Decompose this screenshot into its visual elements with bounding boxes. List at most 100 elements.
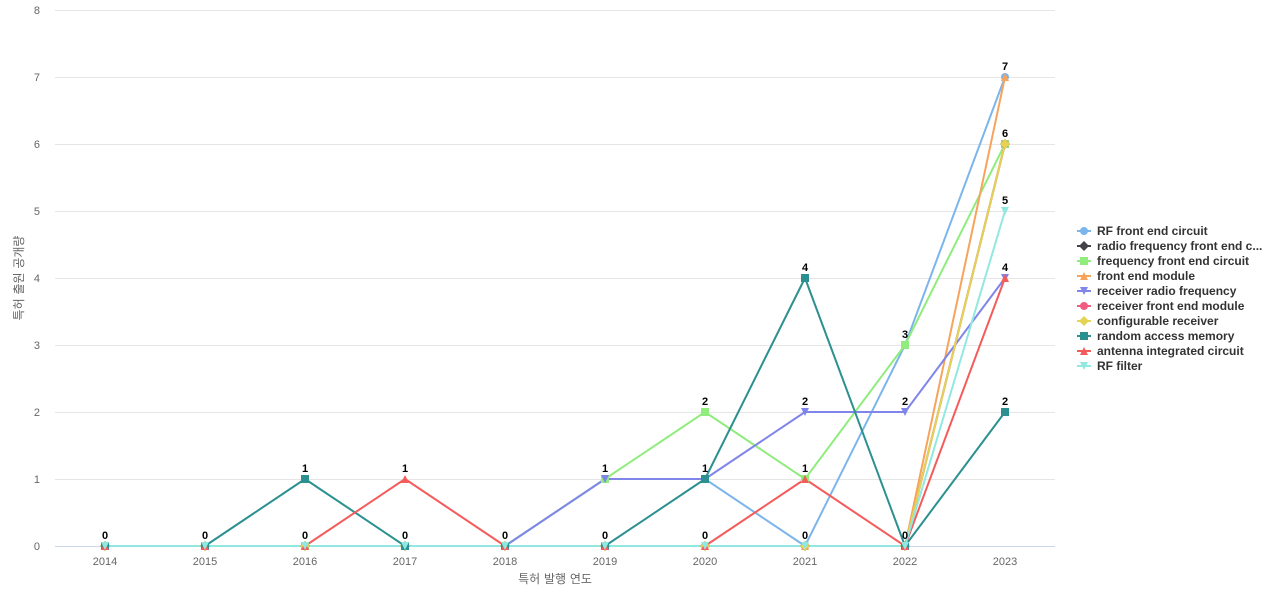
data-point bbox=[1000, 139, 1010, 149]
series-line bbox=[105, 210, 1006, 547]
data-point bbox=[801, 542, 809, 550]
legend-label: radio frequency front end c... bbox=[1097, 239, 1262, 253]
data-point bbox=[401, 542, 409, 550]
legend-item[interactable]: receiver radio frequency bbox=[1077, 284, 1237, 298]
legend-item[interactable]: front end module bbox=[1077, 269, 1195, 283]
legend-item[interactable]: RF filter bbox=[1077, 359, 1143, 373]
data-point bbox=[801, 475, 809, 483]
y-tick-label: 7 bbox=[34, 72, 40, 84]
data-point bbox=[1080, 257, 1088, 265]
y-tick-label: 6 bbox=[34, 139, 40, 151]
legend-item[interactable]: receiver front end module bbox=[1077, 299, 1245, 313]
data-point bbox=[201, 542, 209, 550]
y-tick-label: 2 bbox=[34, 407, 40, 419]
x-tick-label: 2020 bbox=[693, 556, 717, 568]
series-markers bbox=[100, 73, 1010, 551]
data-label: 2 bbox=[702, 396, 708, 408]
data-label: 0 bbox=[902, 530, 908, 542]
y-tick-label: 0 bbox=[34, 541, 40, 553]
data-point bbox=[901, 542, 909, 550]
data-point bbox=[1001, 274, 1009, 282]
y-tick-label: 1 bbox=[34, 474, 40, 486]
legend-item[interactable]: antenna integrated circuit bbox=[1077, 344, 1244, 358]
legend-label: random access memory bbox=[1097, 329, 1235, 343]
data-point bbox=[401, 475, 409, 483]
data-label: 1 bbox=[402, 463, 408, 475]
data-point bbox=[1079, 316, 1089, 326]
data-point bbox=[601, 475, 609, 483]
data-point bbox=[1001, 408, 1009, 416]
legend-item[interactable]: frequency front end circuit bbox=[1077, 254, 1249, 268]
y-tick-label: 5 bbox=[34, 206, 40, 218]
data-point bbox=[1080, 287, 1088, 295]
y-tick-label: 8 bbox=[34, 5, 40, 17]
data-point bbox=[901, 408, 909, 416]
data-point bbox=[701, 408, 709, 416]
legend-label: antenna integrated circuit bbox=[1097, 344, 1244, 358]
x-axis-ticks: 2014 2015 2016 2017 2018 2019 2020 2021 2022 2023 bbox=[93, 556, 1017, 568]
y-axis-ticks: 0 1 2 3 4 5 6 7 8 bbox=[34, 5, 40, 553]
data-label: 5 bbox=[1002, 195, 1008, 207]
data-point bbox=[301, 542, 309, 550]
y-axis-title: 특허 출원 공개량 bbox=[12, 236, 26, 321]
data-point bbox=[701, 542, 709, 550]
y-tick-label: 3 bbox=[34, 340, 40, 352]
legend-label: configurable receiver bbox=[1097, 314, 1219, 328]
x-tick-label: 2018 bbox=[493, 556, 517, 568]
data-label: 1 bbox=[802, 463, 808, 475]
data-point bbox=[501, 542, 509, 550]
data-label: 0 bbox=[802, 530, 808, 542]
data-point bbox=[1001, 207, 1009, 215]
legend-label: frequency front end circuit bbox=[1097, 254, 1249, 268]
data-label: 0 bbox=[102, 530, 108, 542]
data-label: 0 bbox=[402, 530, 408, 542]
y-tick-label: 4 bbox=[34, 273, 40, 285]
legend-item[interactable]: radio frequency front end c... bbox=[1077, 239, 1262, 253]
x-tick-label: 2019 bbox=[593, 556, 617, 568]
legend-item[interactable]: random access memory bbox=[1077, 329, 1235, 343]
data-point bbox=[801, 408, 809, 416]
data-point bbox=[1080, 362, 1088, 370]
data-point bbox=[1079, 241, 1089, 251]
data-label: 0 bbox=[602, 530, 608, 542]
data-label: 3 bbox=[902, 329, 908, 341]
legend-item[interactable]: RF front end circuit bbox=[1077, 224, 1208, 238]
legend-label: receiver radio frequency bbox=[1097, 284, 1237, 298]
data-point bbox=[1001, 73, 1009, 81]
series-lines bbox=[105, 76, 1006, 547]
data-point bbox=[1080, 347, 1088, 355]
data-point bbox=[1080, 272, 1088, 280]
series-line bbox=[105, 76, 1006, 547]
data-label: 6 bbox=[1002, 128, 1008, 140]
data-point bbox=[1080, 332, 1088, 340]
data-label: 4 bbox=[802, 262, 809, 274]
data-point bbox=[601, 542, 609, 550]
x-tick-label: 2015 bbox=[193, 556, 217, 568]
data-label: 2 bbox=[1002, 396, 1008, 408]
data-point bbox=[301, 475, 309, 483]
data-label: 0 bbox=[502, 530, 508, 542]
data-label: 7 bbox=[1002, 61, 1008, 73]
legend-label: RF filter bbox=[1097, 359, 1143, 373]
legend-label: RF front end circuit bbox=[1097, 224, 1208, 238]
data-label: 2 bbox=[802, 396, 808, 408]
data-point bbox=[1080, 302, 1088, 310]
data-point bbox=[1080, 227, 1088, 235]
data-label: 1 bbox=[702, 463, 708, 475]
data-label: 0 bbox=[702, 530, 708, 542]
x-tick-label: 2022 bbox=[893, 556, 917, 568]
data-label: 1 bbox=[302, 463, 308, 475]
data-label: 0 bbox=[202, 530, 208, 542]
series-line bbox=[105, 76, 1006, 547]
data-labels: 0 0 1 0 1 0 0 1 0 2 1 0 4 2 1 0 3 2 0 7 6 5 4 2 bbox=[102, 61, 1009, 542]
grid-lines bbox=[55, 10, 1055, 480]
x-tick-label: 2023 bbox=[993, 556, 1017, 568]
x-tick-label: 2016 bbox=[293, 556, 317, 568]
legend-label: receiver front end module bbox=[1097, 299, 1245, 313]
legend-item[interactable]: configurable receiver bbox=[1077, 314, 1219, 328]
x-tick-label: 2014 bbox=[93, 556, 117, 568]
legend-label: front end module bbox=[1097, 269, 1195, 283]
data-label: 2 bbox=[902, 396, 908, 408]
